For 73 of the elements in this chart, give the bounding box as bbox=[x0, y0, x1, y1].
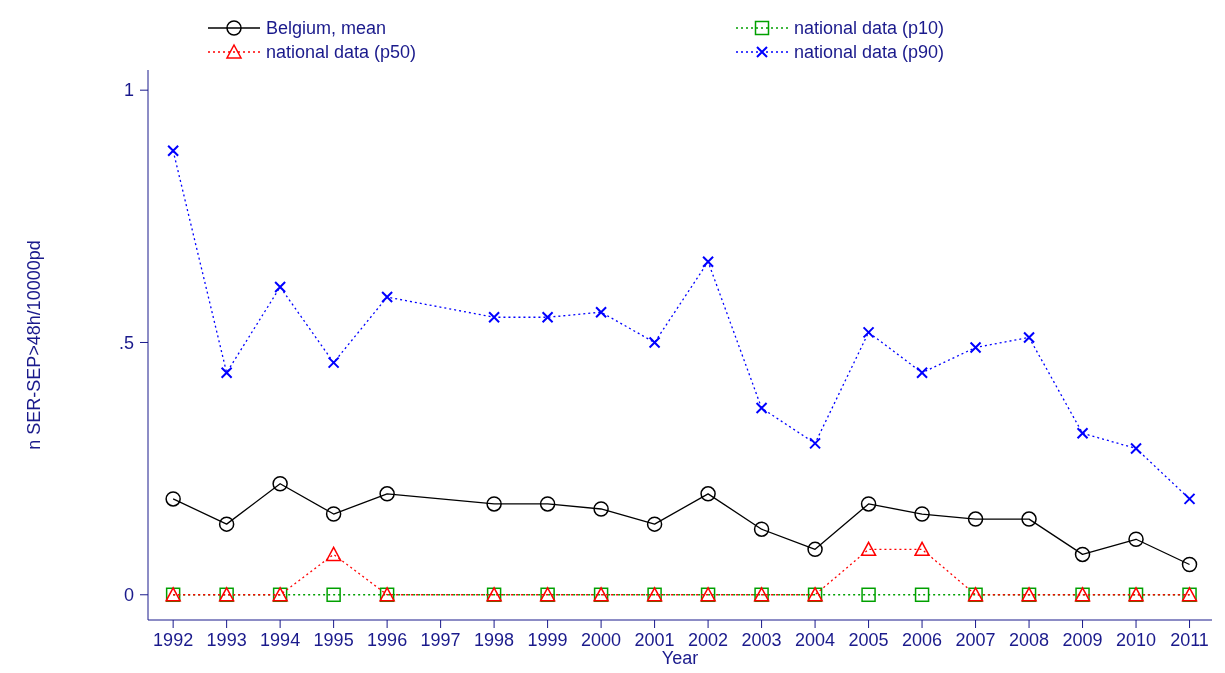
x-tick-label: 1998 bbox=[474, 630, 515, 650]
x-tick-label: 2003 bbox=[741, 630, 782, 650]
point bbox=[967, 511, 984, 527]
x-tick-label: 2002 bbox=[688, 630, 729, 650]
point bbox=[648, 336, 661, 349]
point bbox=[862, 326, 875, 339]
point bbox=[379, 486, 395, 502]
point bbox=[1023, 331, 1036, 344]
point bbox=[327, 356, 340, 369]
point bbox=[914, 541, 930, 557]
point bbox=[165, 491, 181, 507]
point bbox=[220, 366, 233, 379]
x-tick-label: 2005 bbox=[848, 630, 889, 650]
point bbox=[325, 546, 342, 562]
point bbox=[218, 516, 235, 532]
x-tick-label: 2001 bbox=[634, 630, 675, 650]
x-tick-label: 1992 bbox=[153, 630, 194, 650]
point bbox=[916, 366, 929, 379]
x-tick-label: 2007 bbox=[955, 630, 996, 650]
x-tick-label: 1995 bbox=[313, 630, 354, 650]
point bbox=[595, 306, 608, 319]
y-tick-label: 0 bbox=[123, 585, 134, 606]
x-tick-label: 2004 bbox=[795, 630, 836, 650]
point bbox=[755, 402, 768, 415]
x-tick-label: 1994 bbox=[260, 630, 301, 650]
x-tick-label: 2010 bbox=[1116, 630, 1157, 650]
x-tick-label: 2000 bbox=[581, 630, 622, 650]
point bbox=[860, 496, 877, 512]
x-tick-label: 2009 bbox=[1062, 630, 1103, 650]
point bbox=[702, 255, 715, 268]
point bbox=[914, 506, 930, 522]
point bbox=[272, 476, 288, 492]
point bbox=[1183, 492, 1196, 505]
point bbox=[381, 291, 394, 304]
legend-label: national data (p10) bbox=[794, 18, 945, 39]
point bbox=[914, 587, 930, 603]
point bbox=[541, 311, 554, 324]
point bbox=[1181, 556, 1198, 573]
legend-label: national data (p90) bbox=[794, 42, 945, 63]
legend-label: Belgium, mean bbox=[266, 18, 387, 39]
point bbox=[753, 521, 770, 537]
x-tick-label: 1996 bbox=[367, 630, 408, 650]
x-tick-label: 2011 bbox=[1170, 630, 1209, 650]
point bbox=[325, 506, 342, 522]
point bbox=[1074, 546, 1091, 563]
x-axis-title: Year bbox=[661, 648, 699, 668]
point bbox=[646, 516, 663, 532]
x-tick-label: 2008 bbox=[1009, 630, 1050, 650]
point bbox=[969, 341, 982, 354]
x-tick-label: 1999 bbox=[527, 630, 568, 650]
point bbox=[167, 144, 180, 157]
point bbox=[486, 496, 502, 512]
point bbox=[860, 541, 877, 557]
x-tick-label: 1997 bbox=[420, 630, 461, 650]
point bbox=[539, 496, 556, 512]
point bbox=[807, 541, 823, 558]
point bbox=[274, 280, 287, 293]
point bbox=[488, 311, 501, 324]
point bbox=[809, 437, 822, 450]
point bbox=[861, 587, 876, 603]
point bbox=[1021, 511, 1037, 527]
y-tick-label: 1 bbox=[123, 80, 134, 101]
point bbox=[1128, 531, 1144, 548]
point bbox=[593, 501, 609, 517]
y-axis-title: n SER-SEP>48h/10000pd bbox=[24, 240, 44, 450]
x-tick-label: 1993 bbox=[206, 630, 247, 650]
legend-label: national data (p50) bbox=[266, 42, 417, 63]
point bbox=[700, 486, 716, 502]
x-tick-label: 2006 bbox=[902, 630, 943, 650]
point bbox=[1076, 427, 1089, 440]
y-tick-label: .5 bbox=[118, 332, 134, 353]
point bbox=[326, 587, 341, 603]
point bbox=[1130, 442, 1143, 455]
